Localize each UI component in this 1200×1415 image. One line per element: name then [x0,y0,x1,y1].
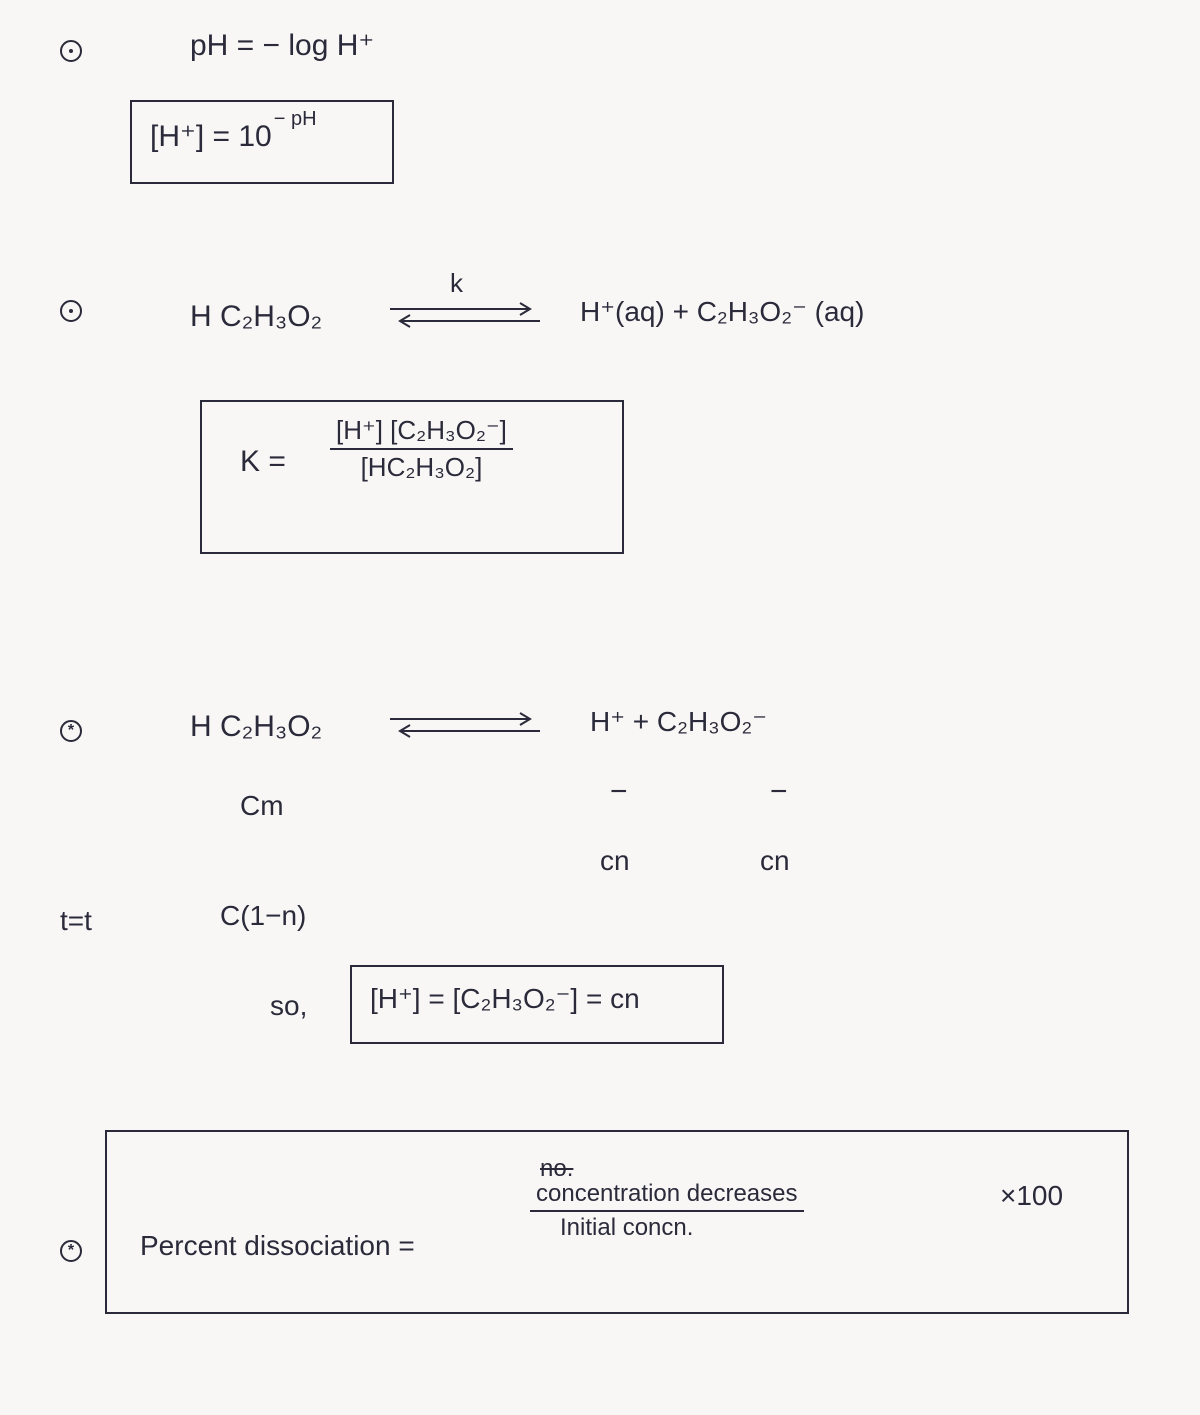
percent-lhs: Percent dissociation = [140,1230,415,1262]
h-conc-exp: − pH [274,108,317,130]
equilibrium-arrow-1 [380,295,550,335]
ice-rhs: H⁺ + C₂H₃O₂⁻ [590,705,767,738]
k-denominator: [HC₂H₃O₂] [330,450,513,483]
h-conc-lhs: [H⁺] = 10 [150,120,272,153]
k-numerator: [H⁺] [C₂H₃O₂⁻] [330,415,513,450]
percent-num-prefix: no. [540,1155,573,1183]
equilibrium-rhs: H⁺(aq) + C₂H₃O₂⁻ (aq) [580,295,864,328]
ice-lhs: H C₂H₃O₂ [190,710,322,744]
bullet-4 [60,1240,82,1262]
bullet-2 [60,300,82,322]
time-label: t=t [60,905,92,937]
result-content: [H⁺] = [C₂H₃O₂⁻] = cn [370,982,640,1015]
k-equals: K = [240,445,286,479]
ice-initial-r2: − [770,775,788,809]
percent-tail: ×100 [1000,1180,1063,1212]
equilibrium-arrow-2 [380,705,550,745]
bullet-1 [60,40,82,62]
bullet-3 [60,720,82,742]
percent-num: concentration decreases [530,1180,804,1212]
ice-eq-left: C(1−n) [220,900,306,932]
ph-definition: pH = − log H⁺ [190,28,374,63]
ice-change-r2: cn [760,845,790,877]
k-fraction: [H⁺] [C₂H₃O₂⁻] [HC₂H₃O₂] [330,415,513,483]
equilibrium-lhs: H C₂H₃O₂ [190,300,322,334]
ice-change-r1: cn [600,845,630,877]
percent-den: Initial concn. [530,1212,804,1242]
so-label: so, [270,990,307,1022]
ice-initial-r1: − [610,775,628,809]
h-conc-base: [H⁺] = 10− pH [150,118,315,154]
percent-fraction: concentration decreases Initial concn. [530,1180,804,1242]
ice-initial-left: Cm [240,790,284,822]
